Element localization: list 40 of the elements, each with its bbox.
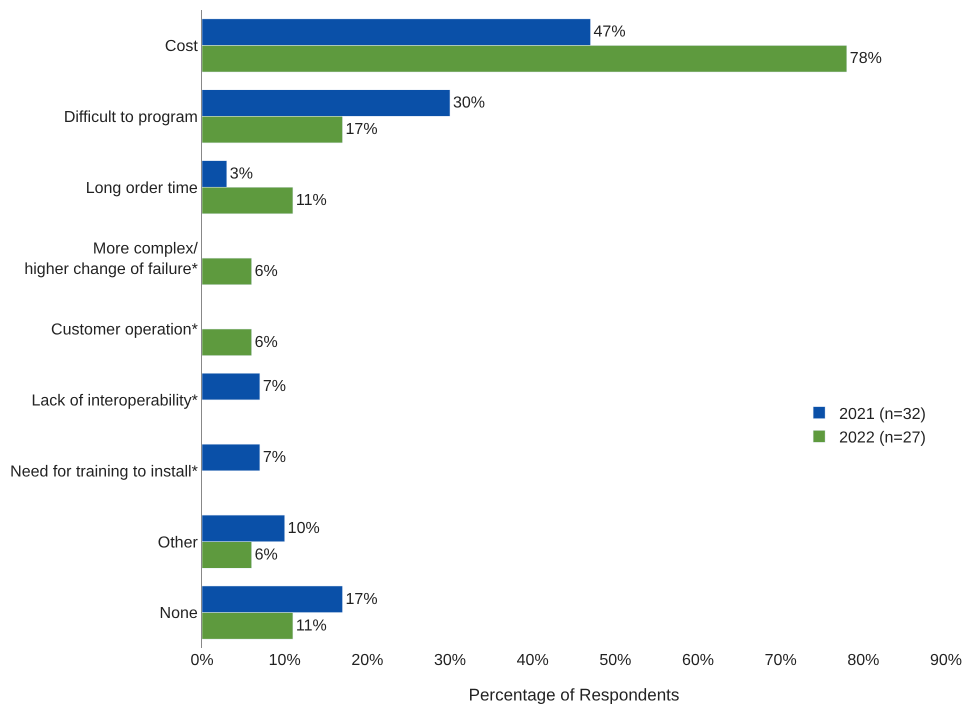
data-label: 6% <box>254 546 278 564</box>
y-tick-label: More complex/ higher change of failure* <box>24 240 198 278</box>
data-label: 10% <box>288 520 320 537</box>
x-tick-label: 10% <box>268 652 301 669</box>
data-label: 7% <box>262 378 286 396</box>
data-label: 17% <box>346 121 378 138</box>
y-tick-label: Cost <box>164 38 198 56</box>
x-axis-title: Percentage of Respondents <box>468 685 680 704</box>
data-label: 11% <box>296 617 327 634</box>
bar <box>202 444 260 472</box>
x-tick-label: 60% <box>682 652 714 669</box>
x-tick-label: 20% <box>351 652 384 669</box>
y-tick-label: Difficult to program <box>64 108 198 126</box>
data-label: 30% <box>453 94 486 112</box>
legend-label: 2022 (n=27) <box>839 430 926 447</box>
x-tick-label: 80% <box>847 652 880 669</box>
x-tick-label: 40% <box>516 652 549 669</box>
data-label: 11% <box>296 192 327 210</box>
bar <box>202 258 252 285</box>
y-tick-label: Long order time <box>86 180 198 197</box>
data-label: 6% <box>254 334 278 351</box>
x-tick-label: 30% <box>434 652 466 669</box>
y-tick-label: Customer operation* <box>51 322 198 339</box>
x-tick-label: 90% <box>930 652 962 669</box>
y-tick-label: Lack of interoperability* <box>31 392 198 410</box>
x-tick-label: 70% <box>764 652 797 669</box>
x-tick-label: 50% <box>599 652 632 669</box>
y-tick-label: Need for training to install* <box>10 463 198 480</box>
bar <box>202 328 252 356</box>
data-label: 17% <box>346 590 378 608</box>
x-tick-label: 0% <box>190 652 214 669</box>
data-label: 3% <box>230 165 253 182</box>
legend-label: 2021 (n=32) <box>839 406 926 423</box>
data-label: 78% <box>850 50 882 68</box>
y-tick-label: None <box>160 605 198 622</box>
data-label: 47% <box>594 24 626 41</box>
y-tick-label: Other <box>158 534 198 552</box>
bar <box>202 373 260 400</box>
data-label: 6% <box>254 262 278 280</box>
data-label: 7% <box>262 448 286 466</box>
